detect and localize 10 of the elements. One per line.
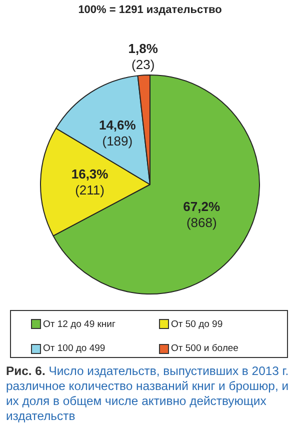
text: Рис. 6. xyxy=(6,364,46,378)
legend-label: От 12 до 49 книг xyxy=(43,318,116,330)
data-label: 1,8% (23) xyxy=(128,40,158,72)
legend-label: От 100 до 499 xyxy=(43,343,106,354)
chart-title: 100% = 1291 издательство xyxy=(77,4,223,16)
legend-label: От 50 до 99 xyxy=(171,318,223,330)
data-label: 67,2% (868) xyxy=(183,199,220,230)
legend-label: От 500 и более xyxy=(171,343,238,354)
data-label: 16,3% (211) xyxy=(71,166,109,198)
data-label: 14,6% (189) xyxy=(98,117,136,148)
